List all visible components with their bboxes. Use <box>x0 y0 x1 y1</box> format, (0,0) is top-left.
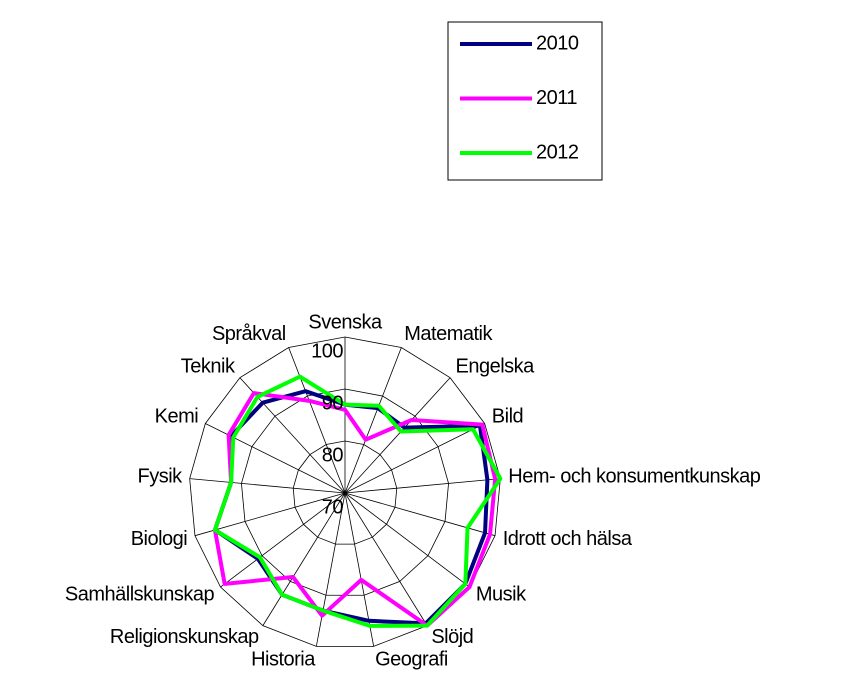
spoke <box>344 478 501 494</box>
category-label: Fysik <box>138 466 184 488</box>
category-label: Svenska <box>308 311 383 333</box>
legend-label: 2011 <box>536 87 577 109</box>
category-label: Bild <box>492 406 523 428</box>
spoke <box>194 492 346 537</box>
category-label: Engelska <box>455 356 535 378</box>
spoke <box>262 492 346 626</box>
tick-label: 100 <box>311 340 343 362</box>
series-line <box>212 391 498 628</box>
legend-label: 2012 <box>536 141 579 163</box>
category-label: Matematik <box>404 323 493 345</box>
category-label: Språkval <box>212 323 286 345</box>
category-label: Musik <box>476 584 527 606</box>
category-label: Geografi <box>375 648 448 670</box>
tick-label: 80 <box>322 444 344 466</box>
category-label: Biologi <box>131 528 188 550</box>
spoke <box>344 492 470 588</box>
spoke <box>344 492 428 626</box>
category-label: Hem- och konsumentkunskap <box>508 466 760 488</box>
grid-ring <box>292 440 398 545</box>
legend-label: 2010 <box>536 32 579 54</box>
tick-label: 70 <box>322 496 344 518</box>
spoke <box>220 492 346 588</box>
category-label: Samhällskunskap <box>65 584 215 606</box>
spoke <box>344 423 485 494</box>
category-label: Slöjd <box>431 626 473 648</box>
spoke <box>344 377 451 494</box>
spoke <box>315 492 346 647</box>
category-label: Idrott och hälsa <box>503 528 633 550</box>
spoke <box>288 347 346 494</box>
grid-ring <box>189 336 501 647</box>
spoke <box>344 492 496 537</box>
series-line <box>212 374 503 628</box>
category-label: Kemi <box>155 406 199 428</box>
spoke <box>189 478 346 494</box>
category-label: Religionskunskap <box>110 626 259 648</box>
tick-label: 90 <box>322 392 344 414</box>
category-label: Teknik <box>181 356 236 378</box>
category-label: Historia <box>251 648 316 670</box>
spoke <box>344 347 402 494</box>
